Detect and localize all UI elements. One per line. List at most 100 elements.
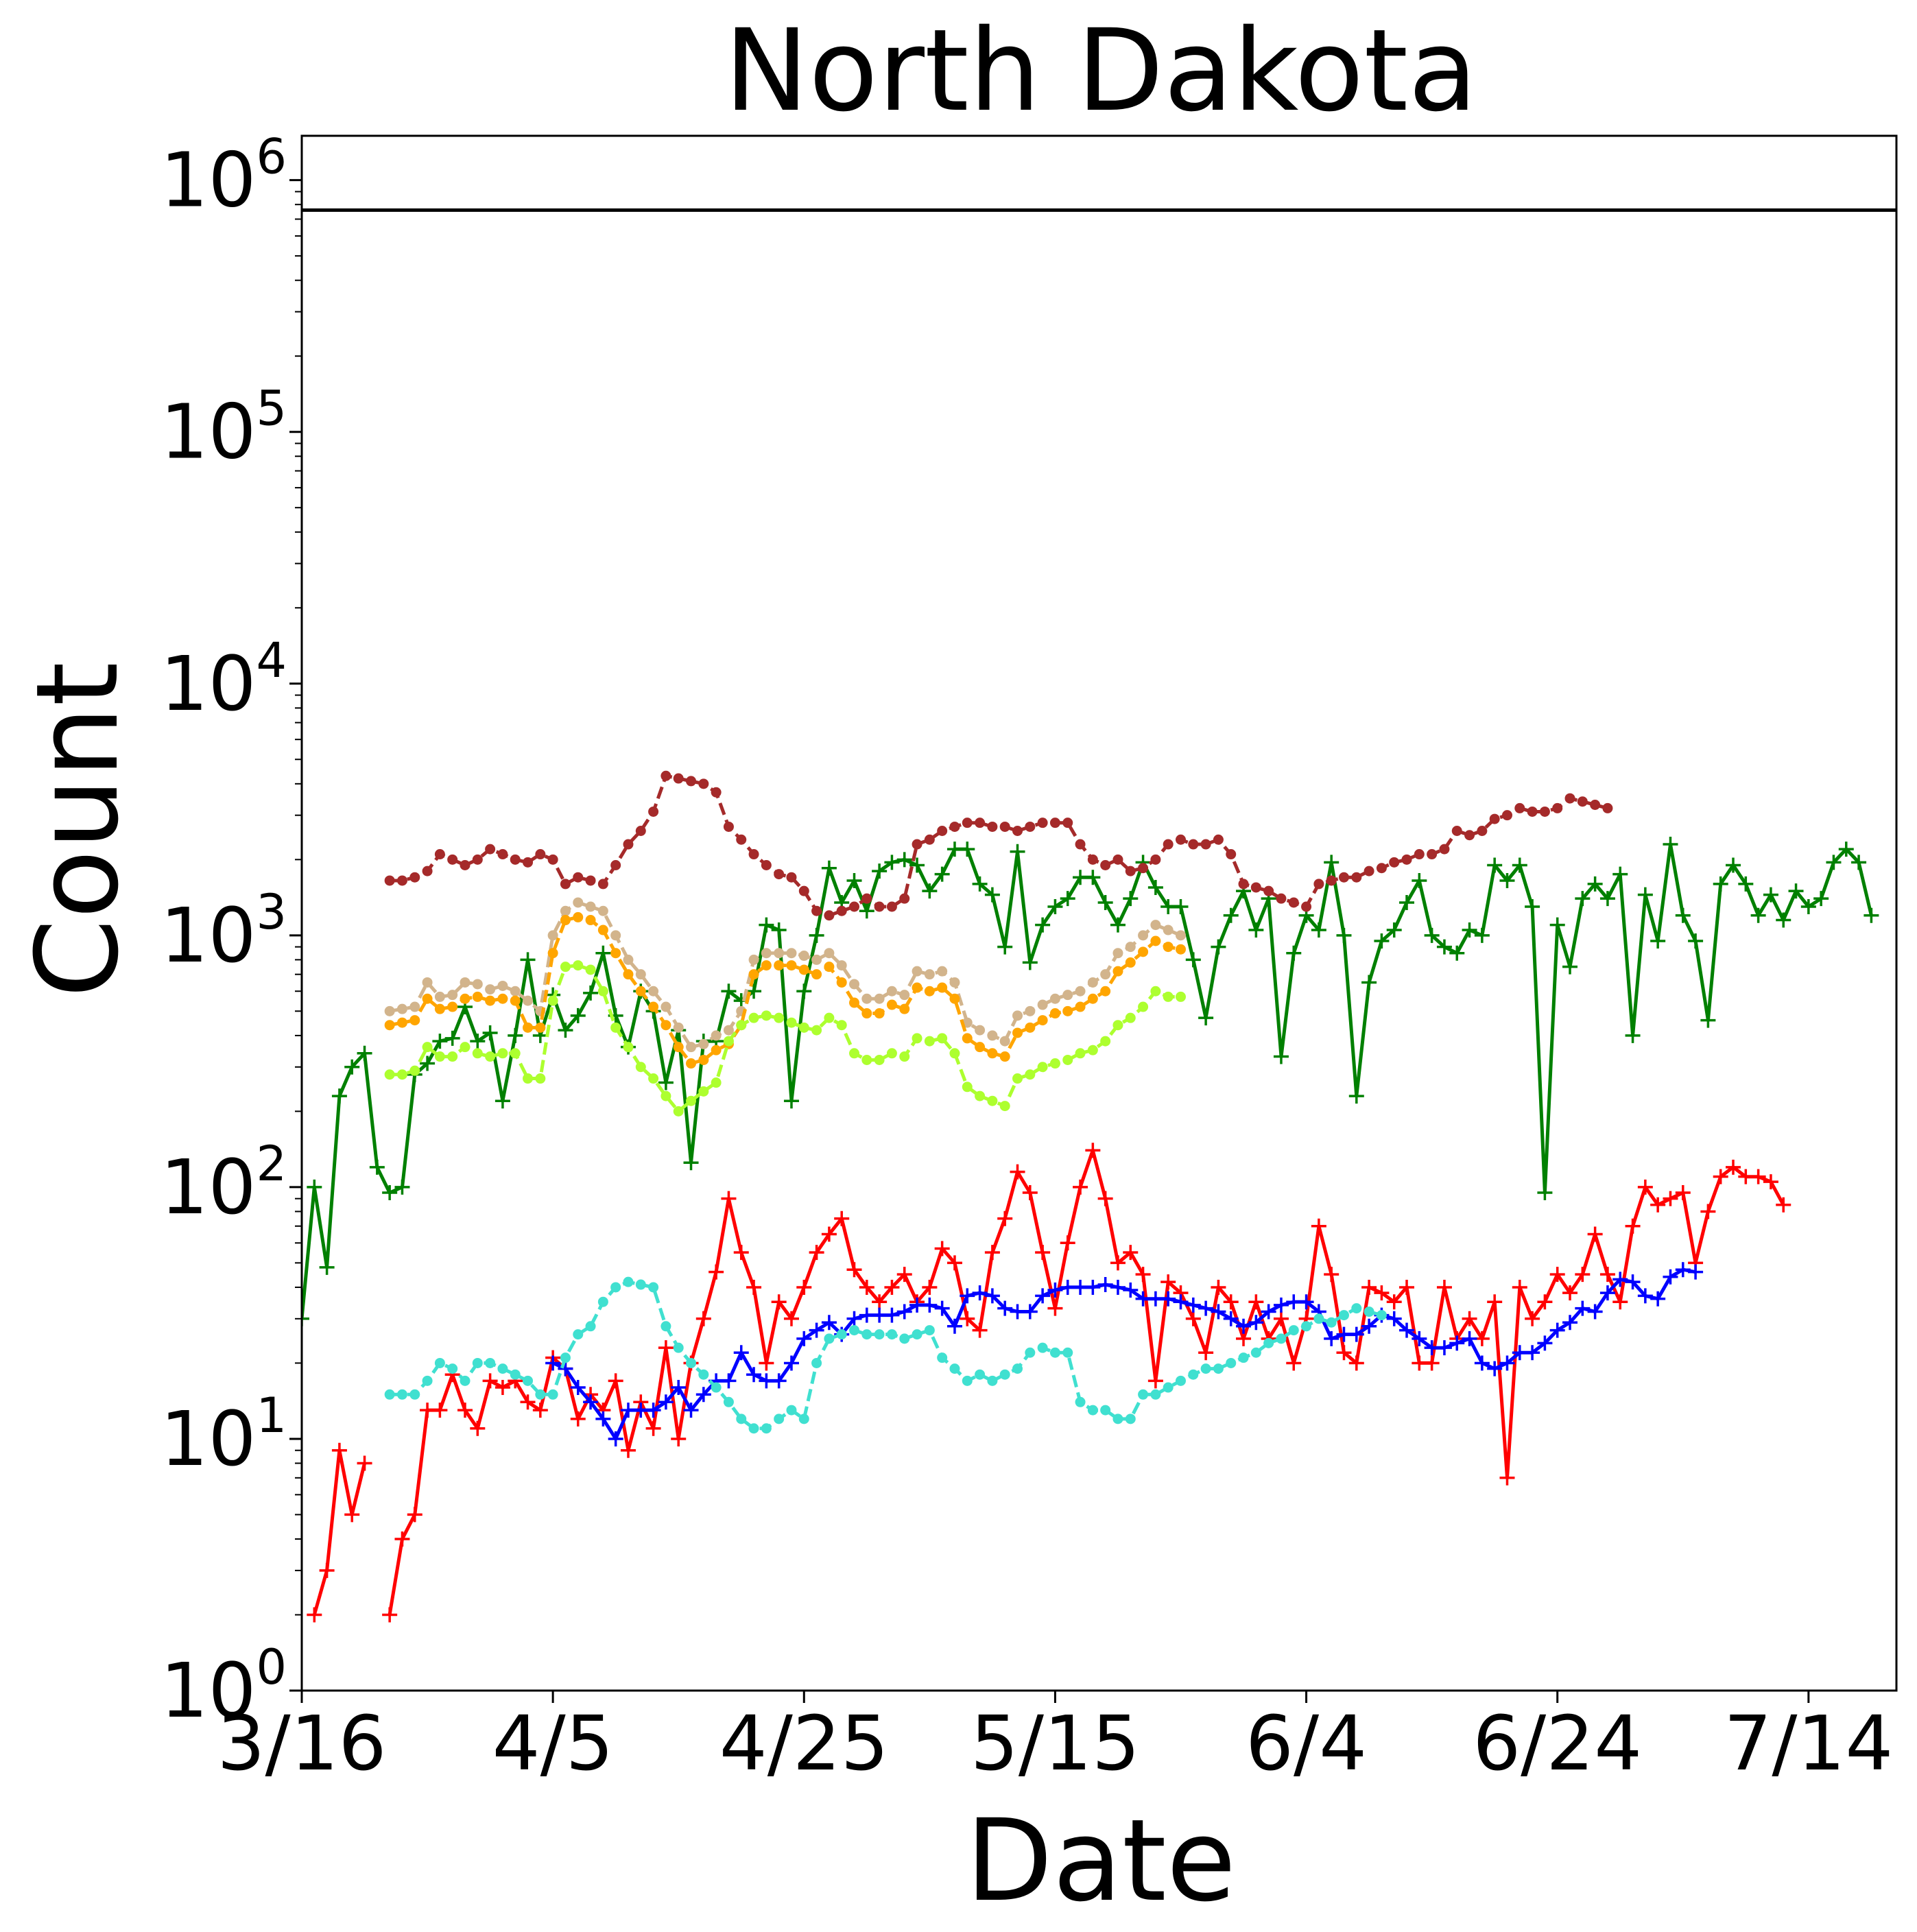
data-point xyxy=(1800,898,1816,914)
data-point xyxy=(683,1155,699,1171)
data-point xyxy=(671,1431,687,1446)
data-point xyxy=(1361,1279,1377,1295)
data-point xyxy=(658,1075,674,1090)
data-point xyxy=(1226,849,1237,860)
data-point xyxy=(1625,1274,1641,1290)
data-point xyxy=(748,1012,759,1023)
data-point xyxy=(1037,1015,1048,1026)
data-point xyxy=(384,1020,395,1031)
data-point xyxy=(1010,844,1025,859)
data-point xyxy=(912,839,922,850)
data-point xyxy=(560,915,571,926)
data-point xyxy=(1286,1355,1302,1371)
data-point xyxy=(597,1296,608,1307)
data-point xyxy=(1838,842,1854,857)
data-point xyxy=(711,1077,722,1088)
data-point xyxy=(645,1420,661,1436)
data-point xyxy=(570,1411,586,1427)
data-point xyxy=(937,966,948,977)
data-point xyxy=(1562,1285,1578,1301)
data-point xyxy=(886,901,897,912)
data-point xyxy=(861,1329,872,1340)
data-point xyxy=(1087,1405,1098,1416)
data-point xyxy=(924,834,935,845)
data-point xyxy=(1263,885,1274,896)
data-point xyxy=(1175,944,1186,955)
data-point xyxy=(1025,1022,1036,1033)
data-point xyxy=(783,1355,799,1371)
series-group xyxy=(302,208,1896,1623)
data-point xyxy=(1351,872,1362,883)
data-point xyxy=(922,1297,938,1313)
data-point xyxy=(585,964,596,975)
data-point xyxy=(698,778,709,789)
data-point xyxy=(510,986,521,997)
data-point xyxy=(1401,854,1412,865)
data-point xyxy=(1650,1291,1666,1307)
data-point xyxy=(1150,935,1161,946)
data-point xyxy=(1301,1321,1312,1332)
data-point xyxy=(1198,1345,1214,1361)
data-point xyxy=(924,969,935,980)
data-point xyxy=(1288,1325,1299,1336)
data-point xyxy=(447,854,458,865)
data-point xyxy=(811,905,822,916)
data-point xyxy=(759,1355,774,1371)
y-tick-label: 102 xyxy=(160,1136,287,1231)
data-point xyxy=(1376,863,1387,874)
data-point xyxy=(849,901,860,912)
data-point xyxy=(975,1025,986,1036)
data-point xyxy=(884,1279,900,1295)
data-point xyxy=(573,960,584,971)
data-point xyxy=(798,1414,809,1424)
data-point xyxy=(1713,876,1728,892)
data-point xyxy=(610,1282,621,1293)
data-point xyxy=(319,1562,335,1578)
data-point xyxy=(396,1003,407,1014)
data-point xyxy=(658,1394,674,1410)
data-point xyxy=(809,927,824,943)
data-point xyxy=(1436,939,1452,955)
data-point xyxy=(1163,1382,1174,1393)
data-point xyxy=(1138,863,1149,874)
data-point xyxy=(382,1185,398,1201)
data-point xyxy=(1035,917,1051,933)
data-point xyxy=(1236,1318,1252,1334)
data-point xyxy=(597,925,608,935)
data-point xyxy=(648,1001,659,1012)
data-point xyxy=(874,1054,885,1065)
data-point xyxy=(508,1027,523,1043)
data-point xyxy=(1527,806,1538,817)
data-point xyxy=(673,1106,684,1117)
data-point xyxy=(422,1042,433,1053)
data-point xyxy=(1062,990,1073,1001)
data-point xyxy=(1477,825,1488,836)
data-point xyxy=(1062,818,1073,828)
data-point xyxy=(1163,925,1174,935)
data-point xyxy=(357,1455,372,1471)
data-point xyxy=(547,1389,558,1400)
data-point xyxy=(896,852,912,868)
data-point xyxy=(1075,1396,1086,1407)
data-point xyxy=(1364,866,1374,876)
data-point xyxy=(1650,933,1666,949)
data-point xyxy=(1047,898,1063,914)
data-point xyxy=(695,1387,711,1403)
series-3 xyxy=(384,897,1186,1053)
data-point xyxy=(585,901,596,912)
data-point xyxy=(1012,1010,1023,1021)
data-point xyxy=(470,1034,486,1049)
data-point xyxy=(1514,802,1525,813)
data-point xyxy=(748,1423,759,1434)
data-point xyxy=(495,1380,510,1396)
data-point xyxy=(545,1355,561,1371)
data-point xyxy=(485,844,496,855)
data-point xyxy=(733,1245,749,1261)
data-point xyxy=(558,1023,573,1038)
data-point xyxy=(849,1048,860,1059)
data-point xyxy=(975,818,986,828)
data-point xyxy=(409,1389,420,1400)
data-point xyxy=(1185,1311,1201,1326)
data-point xyxy=(1250,882,1261,893)
data-point xyxy=(1738,876,1754,892)
